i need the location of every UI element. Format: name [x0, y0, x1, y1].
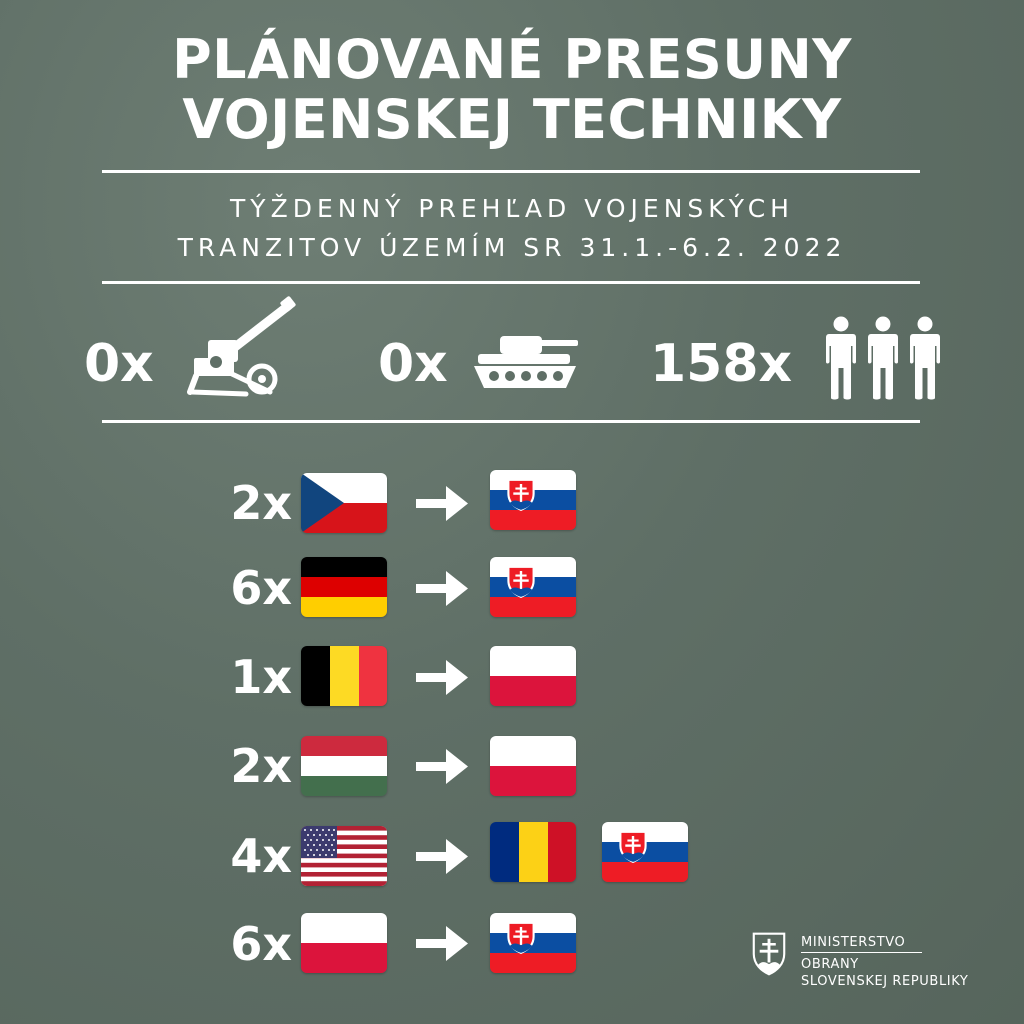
- page-title-line-1: PLÁNOVANÉ PRESUNY: [172, 28, 852, 91]
- transit-count: 6x: [230, 917, 292, 971]
- transit-count: 6x: [230, 561, 292, 615]
- tank-count: 0x: [378, 334, 448, 394]
- subtitle-line-1: TÝŽDENNÝ PREHĽAD VOJENSKÝCH: [230, 194, 794, 223]
- transit-count: 2x: [230, 739, 292, 793]
- hungarian-flag: [301, 736, 387, 796]
- artillery-count: 0x: [84, 334, 154, 394]
- divider-middle: [102, 281, 920, 284]
- transit-count: 1x: [230, 650, 292, 704]
- belgian-flag: [301, 646, 387, 706]
- tank-icon: [470, 330, 582, 396]
- page-title-line-2: VOJENSKEJ TECHNIKY: [182, 88, 842, 151]
- ministry-name-line-1: MINISTERSTVO: [801, 935, 906, 950]
- transit-count: 4x: [230, 829, 292, 883]
- subtitle-line-2: TRANZITOV ÚZEMÍM SR 31.1.-6.2. 2022: [177, 233, 847, 262]
- divider-top: [102, 170, 920, 173]
- arrow-right-icon: [414, 568, 470, 608]
- polish-flag: [490, 736, 576, 796]
- slovak-flag: [602, 822, 688, 882]
- polish-flag: [301, 913, 387, 973]
- us-flag: [301, 826, 387, 886]
- logo-divider: [801, 952, 922, 953]
- arrow-right-icon: [414, 923, 470, 963]
- slovak-flag: [490, 470, 576, 530]
- slovak-flag: [490, 913, 576, 973]
- czech-flag: [301, 473, 387, 533]
- divider-bottom: [102, 420, 920, 423]
- arrow-right-icon: [414, 483, 470, 523]
- arrow-right-icon: [414, 746, 470, 786]
- arrow-right-icon: [414, 836, 470, 876]
- polish-flag: [490, 646, 576, 706]
- ministry-name-line-2: OBRANY: [801, 957, 859, 972]
- german-flag: [301, 557, 387, 617]
- slovak-flag: [490, 557, 576, 617]
- transit-count: 2x: [230, 476, 292, 530]
- arrow-right-icon: [414, 657, 470, 697]
- ministry-coat-of-arms-icon: [752, 932, 786, 980]
- artillery-icon: [186, 296, 296, 404]
- personnel-count: 158x: [650, 334, 793, 394]
- people-icon: [826, 316, 942, 406]
- ministry-name-line-3: SLOVENSKEJ REPUBLIKY: [801, 974, 969, 989]
- romanian-flag: [490, 822, 576, 882]
